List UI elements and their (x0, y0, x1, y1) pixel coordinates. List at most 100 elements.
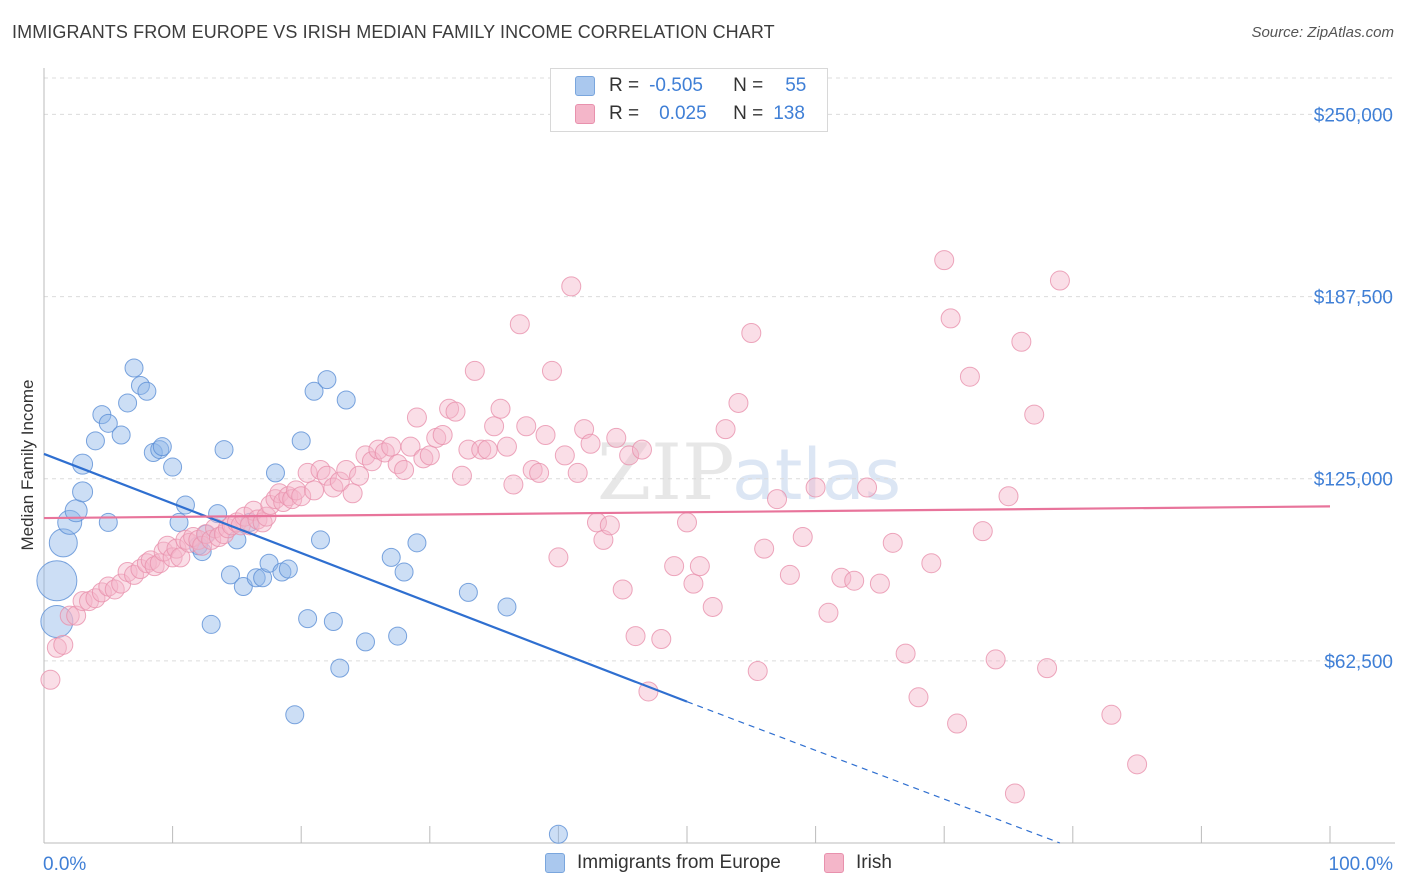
point-irish (419, 445, 440, 466)
legend-r-label: R = (609, 75, 640, 96)
point-europe (137, 381, 157, 401)
legend-n-value: 138 (773, 103, 805, 124)
point-irish (406, 407, 427, 428)
point-irish (490, 398, 511, 419)
trend-line-extension-europe (686, 701, 1061, 844)
watermark: atlas (732, 434, 901, 516)
point-europe (214, 440, 234, 460)
point-irish (149, 553, 170, 574)
x-tick-label-left: 0.0% (43, 854, 86, 875)
point-europe (310, 530, 330, 550)
point-irish (651, 629, 672, 649)
point-irish (484, 416, 505, 437)
legend-n-label: N = (733, 103, 764, 124)
point-europe (336, 390, 356, 410)
point-europe (298, 609, 318, 629)
point-irish (387, 454, 408, 475)
watermark: ZIP (597, 428, 735, 518)
point-irish (104, 579, 125, 600)
legend-row-europe: R = -0.505 N = 55 (575, 73, 806, 99)
point-europe (150, 440, 170, 460)
point-irish (374, 442, 395, 463)
point-irish (972, 521, 993, 542)
point-europe (458, 582, 478, 602)
point-irish (664, 556, 685, 577)
correlation-legend: R = -0.505 N = 55 R = 0.025 N = 138 (550, 68, 828, 132)
point-europe (330, 658, 350, 678)
point-irish (535, 425, 556, 445)
point-europe (356, 632, 375, 652)
point-irish (72, 591, 93, 612)
bottom-legend-label-europe: Immigrants from Europe (577, 852, 781, 873)
point-irish (336, 459, 357, 480)
point-irish (529, 462, 550, 483)
point-irish (503, 474, 524, 495)
point-irish (599, 515, 620, 536)
point-irish (496, 436, 517, 457)
bottom-legend-label-irish: Irish (856, 852, 892, 873)
point-irish (342, 483, 363, 504)
point-irish (1101, 704, 1122, 725)
point-europe (317, 370, 337, 390)
point-irish (509, 314, 530, 335)
trend-line-europe (43, 452, 688, 703)
point-europe (163, 457, 183, 477)
point-irish (471, 439, 492, 460)
point-europe (85, 431, 105, 451)
point-irish (934, 250, 955, 271)
point-irish (40, 669, 61, 690)
point-irish (477, 439, 498, 460)
point-irish (959, 366, 980, 387)
point-irish (580, 433, 601, 454)
point-irish (355, 445, 376, 466)
point-irish (516, 416, 537, 437)
point-europe (72, 481, 94, 503)
point-irish (606, 427, 627, 448)
point-irish (715, 419, 736, 440)
point-europe (118, 393, 138, 413)
point-irish (310, 459, 331, 480)
bottom-legend-europe: Immigrants from Europe (545, 852, 781, 874)
point-irish (895, 643, 916, 664)
point-irish (754, 538, 775, 559)
point-irish (940, 308, 961, 329)
point-europe (265, 463, 285, 483)
point-irish (818, 602, 839, 623)
legend-n-label: N = (733, 75, 764, 96)
bottom-legend-irish: Irish (824, 852, 892, 874)
point-irish (747, 661, 768, 682)
point-irish (831, 567, 852, 588)
point-irish (91, 582, 112, 603)
legend-swatch-europe (575, 76, 595, 96)
point-irish (381, 436, 402, 457)
point-irish (882, 532, 903, 553)
point-irish (451, 465, 472, 486)
point-europe (388, 626, 408, 646)
point-irish (297, 462, 318, 483)
point-irish (767, 489, 788, 510)
point-irish (349, 465, 370, 486)
y-tick-label: $125,000 (1314, 470, 1393, 491)
bottom-legend-swatch-europe (545, 853, 565, 873)
chart-source: Source: ZipAtlas.com (1251, 24, 1394, 41)
point-europe (381, 547, 401, 567)
point-irish (214, 524, 235, 545)
point-europe (98, 413, 118, 433)
point-irish (329, 471, 350, 492)
trend-line-irish (43, 505, 1331, 520)
chart-title: IMMIGRANTS FROM EUROPE VS IRISH MEDIAN F… (12, 22, 775, 42)
point-irish (947, 713, 968, 734)
point-irish (464, 360, 485, 381)
legend-n-value: 55 (785, 75, 807, 96)
point-irish (908, 687, 929, 708)
point-irish (124, 564, 145, 585)
point-europe (285, 705, 305, 725)
point-europe (304, 381, 324, 401)
point-europe (98, 512, 118, 532)
point-europe (246, 568, 266, 588)
point-irish (998, 486, 1019, 507)
point-irish (252, 512, 273, 533)
point-europe (394, 562, 414, 582)
point-irish (985, 649, 1006, 670)
